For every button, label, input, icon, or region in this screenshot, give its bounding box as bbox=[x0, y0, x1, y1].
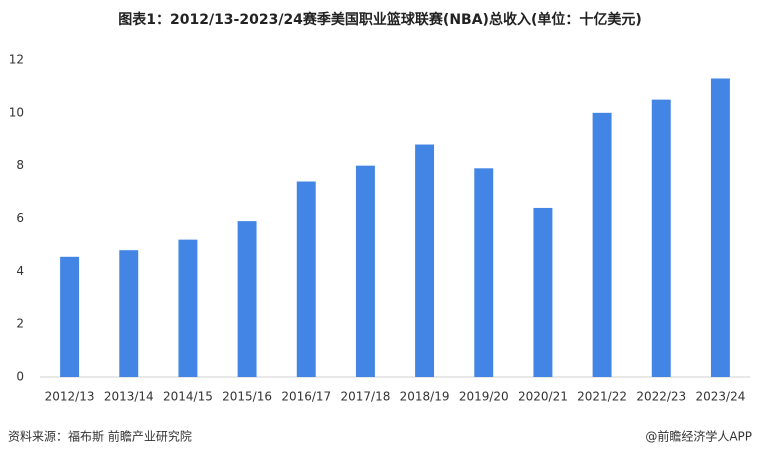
bar bbox=[355, 165, 375, 377]
y-tick-label: 0 bbox=[16, 370, 24, 384]
bar bbox=[178, 239, 198, 377]
bar bbox=[592, 112, 612, 377]
bar bbox=[533, 207, 553, 377]
bar bbox=[119, 250, 139, 377]
y-tick-label: 4 bbox=[16, 264, 24, 278]
bar bbox=[237, 221, 257, 377]
y-tick-label: 10 bbox=[9, 105, 24, 119]
x-tick-label: 2015/16 bbox=[222, 390, 272, 404]
x-tick-label: 2019/20 bbox=[459, 390, 509, 404]
y-tick-label: 6 bbox=[16, 211, 24, 225]
x-tick-label: 2021/22 bbox=[577, 390, 627, 404]
y-tick-label: 2 bbox=[16, 317, 24, 331]
x-tick-label: 2020/21 bbox=[518, 390, 568, 404]
bar bbox=[710, 78, 730, 377]
bar bbox=[415, 144, 435, 377]
x-tick-label: 2017/18 bbox=[340, 390, 390, 404]
credit: @前瞻经济学人APP bbox=[645, 429, 752, 444]
x-tick-label: 2016/17 bbox=[281, 390, 331, 404]
y-tick-label: 12 bbox=[9, 53, 24, 67]
bar bbox=[296, 181, 316, 377]
y-tick-label: 8 bbox=[16, 158, 24, 172]
source-note: 资料来源：福布斯 前瞻产业研究院 bbox=[8, 429, 192, 444]
bar bbox=[474, 168, 494, 377]
bar bbox=[651, 99, 671, 377]
x-tick-label: 2023/24 bbox=[695, 390, 745, 404]
bar bbox=[60, 256, 80, 377]
x-tick-label: 2018/19 bbox=[400, 390, 450, 404]
x-tick-label: 2014/15 bbox=[163, 390, 213, 404]
chart-title: 图表1：2012/13-2023/24赛季美国职业篮球联赛(NBA)总收入(单位… bbox=[118, 11, 642, 28]
x-tick-label: 2013/14 bbox=[104, 390, 154, 404]
x-tick-label: 2012/13 bbox=[45, 390, 95, 404]
x-tick-label: 2022/23 bbox=[636, 390, 686, 404]
